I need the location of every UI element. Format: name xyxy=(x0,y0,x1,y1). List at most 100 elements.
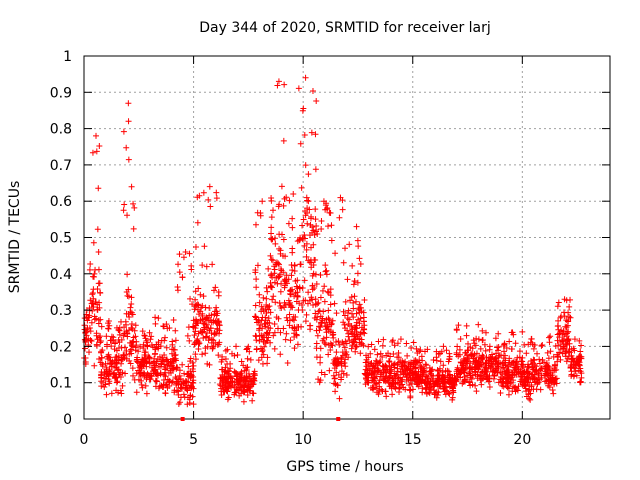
data-point xyxy=(482,329,489,336)
data-point xyxy=(89,291,96,298)
data-point xyxy=(305,198,312,205)
data-point xyxy=(267,280,274,287)
data-point xyxy=(467,351,474,358)
data-point xyxy=(308,294,315,301)
data-point xyxy=(278,183,285,190)
data-point xyxy=(176,367,183,374)
data-point xyxy=(462,349,469,356)
data-point xyxy=(120,207,127,214)
data-point xyxy=(111,370,118,377)
data-point xyxy=(82,338,89,345)
data-point xyxy=(173,387,180,394)
data-point xyxy=(552,375,559,382)
data-point xyxy=(271,345,278,352)
data-point xyxy=(97,316,104,323)
data-point xyxy=(407,366,414,373)
data-point xyxy=(244,378,251,385)
data-point xyxy=(286,197,293,204)
data-point xyxy=(108,360,115,367)
data-point xyxy=(463,332,470,339)
data-point xyxy=(200,293,207,300)
data-point xyxy=(351,278,358,285)
data-point xyxy=(479,355,486,362)
data-point xyxy=(350,305,357,312)
data-point xyxy=(305,289,312,296)
data-point xyxy=(125,286,132,293)
data-point xyxy=(97,333,104,340)
data-point xyxy=(139,356,146,363)
data-point xyxy=(312,310,319,317)
data-point xyxy=(314,332,321,339)
data-point xyxy=(130,372,137,379)
data-point xyxy=(568,368,575,375)
data-point xyxy=(87,337,94,344)
data-point xyxy=(346,322,353,329)
data-point xyxy=(394,379,401,386)
data-point xyxy=(155,315,162,322)
data-point xyxy=(481,341,488,348)
data-point xyxy=(285,220,292,227)
data-point xyxy=(199,351,206,358)
data-point xyxy=(127,348,134,355)
data-point xyxy=(261,334,268,341)
data-point xyxy=(106,354,113,361)
data-point xyxy=(268,224,275,231)
data-point xyxy=(477,345,484,352)
data-point xyxy=(317,324,324,331)
data-point xyxy=(272,235,279,242)
data-point xyxy=(376,359,383,366)
data-point xyxy=(522,383,529,390)
data-point xyxy=(95,320,102,327)
data-point xyxy=(133,389,140,396)
data-point xyxy=(313,223,320,230)
data-point xyxy=(273,314,280,321)
data-point xyxy=(186,337,193,344)
data-point xyxy=(166,377,173,384)
data-point xyxy=(428,372,435,379)
data-point xyxy=(133,342,140,349)
data-point xyxy=(128,183,135,190)
data-point xyxy=(162,373,169,380)
data-point xyxy=(536,356,543,363)
data-point xyxy=(359,340,366,347)
data-point xyxy=(415,368,422,375)
data-point xyxy=(170,346,177,353)
data-point xyxy=(97,289,104,296)
data-point xyxy=(336,395,343,402)
data-point xyxy=(571,336,578,343)
data-point xyxy=(143,374,150,381)
data-point xyxy=(88,337,95,344)
data-point xyxy=(342,245,349,252)
data-point xyxy=(250,371,257,378)
data-point xyxy=(205,317,212,324)
data-point xyxy=(267,325,274,332)
data-point xyxy=(187,368,194,375)
data-point xyxy=(286,311,293,318)
data-point xyxy=(244,355,251,362)
data-point xyxy=(404,352,411,359)
data-point xyxy=(387,368,394,375)
data-point xyxy=(98,355,105,362)
data-point xyxy=(303,311,310,318)
data-point xyxy=(128,300,135,307)
data-point xyxy=(192,328,199,335)
data-point xyxy=(389,338,396,345)
data-point xyxy=(325,307,332,314)
data-point xyxy=(137,343,144,350)
data-point xyxy=(508,379,515,386)
data-point xyxy=(469,351,476,358)
data-point xyxy=(450,383,457,390)
data-point xyxy=(262,314,269,321)
data-point xyxy=(336,341,343,348)
data-point xyxy=(352,298,359,305)
data-point xyxy=(442,373,449,380)
data-point xyxy=(86,349,93,356)
data-point xyxy=(118,390,125,397)
data-point xyxy=(540,359,547,366)
data-point xyxy=(353,223,360,230)
data-point xyxy=(192,243,199,250)
data-point xyxy=(408,344,415,351)
data-point xyxy=(369,363,376,370)
data-point xyxy=(253,346,260,353)
data-point xyxy=(344,327,351,334)
